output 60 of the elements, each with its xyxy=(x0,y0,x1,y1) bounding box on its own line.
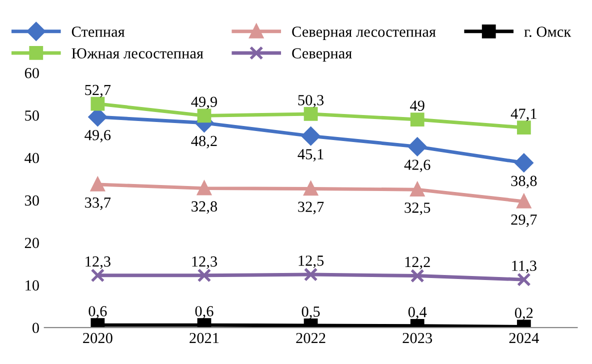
legend-label: Степная xyxy=(72,26,125,37)
data-label: 29,7 xyxy=(511,214,537,227)
point xyxy=(408,137,427,156)
data-label: 32,5 xyxy=(404,202,430,216)
legend-label: Южная лесостепная xyxy=(72,48,204,58)
y-tick-label: 50 xyxy=(25,110,39,121)
data-label: 48,2 xyxy=(191,136,217,148)
legend-label: Северная xyxy=(292,48,352,62)
point xyxy=(304,268,318,282)
x-tick-label: 2024 xyxy=(509,332,539,344)
x-tick-label: 2023 xyxy=(402,332,432,344)
data-label: 47,1 xyxy=(510,108,536,122)
point xyxy=(90,178,105,192)
data-label: 0,6 xyxy=(88,306,107,319)
point xyxy=(304,107,318,121)
y-tick-label: 0 xyxy=(32,322,39,334)
data-label: 32,7 xyxy=(298,202,324,214)
data-label: 45,1 xyxy=(298,149,324,162)
x-tick-label: 2021 xyxy=(190,332,219,344)
point xyxy=(90,96,105,111)
data-label: 52,7 xyxy=(85,84,111,98)
point xyxy=(197,108,212,123)
data-label: 32,8 xyxy=(192,201,218,214)
y-tick-label: 40 xyxy=(24,152,39,164)
data-label: 12,2 xyxy=(405,256,430,270)
point xyxy=(410,268,424,283)
data-label: 12,3 xyxy=(86,256,110,269)
legend-label: Северная лесостепная xyxy=(292,26,436,40)
data-label: 0,6 xyxy=(195,306,214,319)
point xyxy=(410,112,424,126)
point xyxy=(516,272,531,287)
point xyxy=(90,268,105,282)
x-tick-label: 2022 xyxy=(296,332,326,344)
data-label: 12,3 xyxy=(192,256,218,269)
point xyxy=(516,194,531,208)
y-tick-label: 60 xyxy=(24,68,39,78)
point xyxy=(302,126,320,146)
y-tick-label: 10 xyxy=(26,280,39,291)
data-label: 42,6 xyxy=(404,160,430,172)
data-label: 38,8 xyxy=(511,176,537,188)
point xyxy=(514,154,534,172)
point xyxy=(197,268,212,282)
data-label: 49,9 xyxy=(191,96,217,110)
data-label: 0,4 xyxy=(408,306,427,320)
x-tick-label: 2020 xyxy=(83,332,112,344)
point xyxy=(304,182,318,196)
data-label: 0,2 xyxy=(514,308,533,320)
data-label: 49 xyxy=(410,100,424,111)
legend-label: г. Омск xyxy=(524,26,572,37)
data-label: 0,5 xyxy=(302,306,320,319)
point xyxy=(410,182,424,197)
data-label: 50,3 xyxy=(298,95,324,108)
data-label: 33,7 xyxy=(85,197,111,210)
data-label: 11,3 xyxy=(512,260,536,274)
y-tick-label: 20 xyxy=(24,238,39,248)
point xyxy=(516,120,531,135)
point xyxy=(197,181,212,196)
data-label: 49,6 xyxy=(84,130,111,142)
data-label: 12,5 xyxy=(298,256,324,268)
y-tick-label: 30 xyxy=(24,195,39,206)
